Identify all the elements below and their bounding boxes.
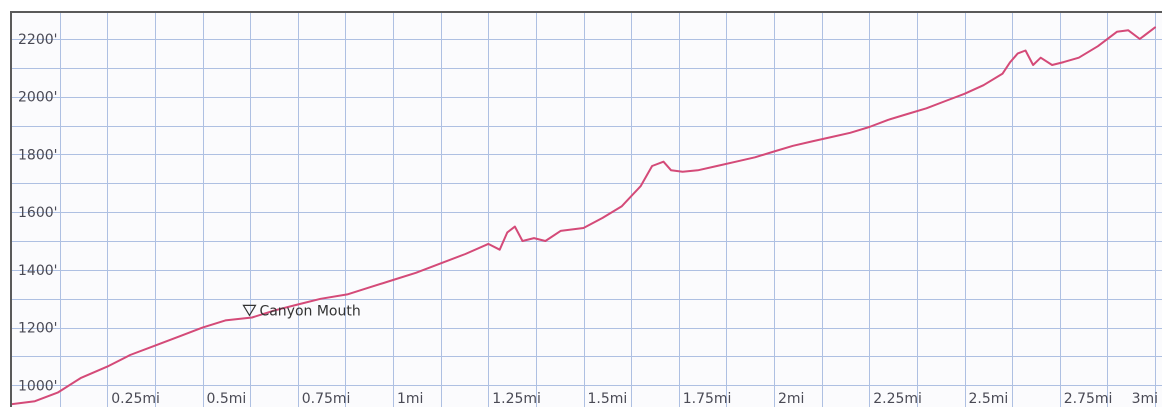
- y-tick-label-2000: 2000': [18, 90, 57, 106]
- y-tick-label-1400: 1400': [18, 263, 57, 279]
- elevation-line-0: [12, 26, 1156, 406]
- y-tick-label-1000: 1000': [18, 378, 57, 394]
- x-tick-label-1-75mi: 1.75mi: [683, 391, 732, 407]
- horizontal-gridlines: [12, 39, 1162, 386]
- elevation-chart: Canyon Mouth 1000' 1200' 1400' 1600' 1800' 20…: [10, 11, 1162, 407]
- y-tick-label-1200: 1200': [18, 321, 57, 337]
- y-tick-label-2200: 2200': [18, 32, 57, 48]
- vertical-gridlines: [60, 13, 1156, 407]
- y-tick-label-1800: 1800': [18, 147, 57, 163]
- x-tick-label-2-25mi: 2.25mi: [873, 391, 922, 407]
- elevation-profile-plot: Canyon Mouth 1000' 1200' 1400' 1600' 1800' 20…: [12, 13, 1162, 407]
- x-tick-label-1-5mi: 1.5mi: [588, 391, 628, 407]
- annotation-label-canyon-mouth: Canyon Mouth: [259, 303, 360, 319]
- x-tick-label-1-25mi: 1.25mi: [492, 391, 541, 407]
- x-tick-label-0-25mi: 0.25mi: [111, 391, 160, 407]
- elevation-series: [12, 26, 1156, 406]
- annotation-marker-canyon-mouth: [242, 304, 257, 317]
- x-tick-label-3mi: 3mi: [1132, 391, 1158, 407]
- annotations: Canyon Mouth: [242, 303, 361, 319]
- y-tick-label-1600: 1600': [18, 205, 57, 221]
- x-tick-label-0-5mi: 0.5mi: [207, 391, 247, 407]
- x-tick-label-2-75mi: 2.75mi: [1064, 391, 1113, 407]
- x-tick-label-1mi: 1mi: [397, 391, 423, 407]
- x-axis-tick-labels: 0.25mi 0.5mi 0.75mi 1mi 1.25mi 1.5mi 1.75mi 2mi…: [111, 391, 1158, 407]
- x-tick-label-2mi: 2mi: [778, 391, 804, 407]
- y-axis-tick-labels: 1000' 1200' 1400' 1600' 1800' 2000' 2200': [18, 32, 57, 394]
- x-tick-label-0-75mi: 0.75mi: [302, 391, 351, 407]
- x-tick-label-2-5mi: 2.5mi: [969, 391, 1009, 407]
